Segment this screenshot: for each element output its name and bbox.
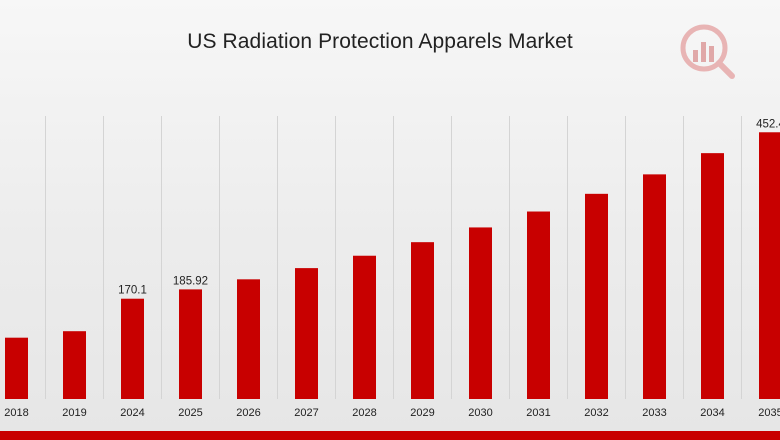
bar-2026 <box>237 279 260 399</box>
x-tick-label: 2034 <box>700 407 724 419</box>
bar-2033 <box>643 174 666 399</box>
grid-lines <box>45 116 742 399</box>
x-tick-label: 2024 <box>120 407 144 419</box>
x-tick-label: 2033 <box>642 407 666 419</box>
x-tick-labels: 2018 2019 2024 2025 2026 2027 2028 2029 2030 2031… <box>4 407 780 419</box>
x-tick-label: 2026 <box>236 407 260 419</box>
x-tick-label: 2018 <box>4 407 28 419</box>
x-tick-label: 2032 <box>584 407 608 419</box>
bar-2019 <box>63 331 86 399</box>
data-label-2035: 452.4 <box>756 118 780 130</box>
chart-title: US Radiation Protection Apparels Market <box>187 30 573 53</box>
x-tick-label: 2035 <box>758 407 780 419</box>
x-tick-label: 2031 <box>526 407 550 419</box>
bar-2018 <box>5 337 28 399</box>
bar-2034 <box>701 153 724 399</box>
bar-2025 <box>179 289 202 399</box>
bars <box>5 132 780 399</box>
x-tick-label: 2025 <box>178 407 202 419</box>
bar-2027 <box>295 268 318 399</box>
data-label-2025: 185.92 <box>173 275 208 287</box>
x-tick-label: 2019 <box>62 407 86 419</box>
bar-2031 <box>527 211 550 399</box>
x-tick-label: 2028 <box>352 407 376 419</box>
x-tick-label: 2027 <box>294 407 318 419</box>
bar-chart-logo-icon <box>680 24 735 79</box>
bar-2024 <box>121 298 144 399</box>
bottom-accent-band <box>0 431 780 440</box>
bar-2028 <box>353 255 376 399</box>
bar-2032 <box>585 193 608 399</box>
data-label-2024: 170.1 <box>118 285 147 297</box>
x-tick-label: 2030 <box>468 407 492 419</box>
bar-2030 <box>469 227 492 399</box>
data-labels: 170.1 185.92 452.4 <box>118 118 780 296</box>
bar-2029 <box>411 242 434 399</box>
bar-2035 <box>759 132 780 399</box>
x-tick-label: 2029 <box>410 407 434 419</box>
